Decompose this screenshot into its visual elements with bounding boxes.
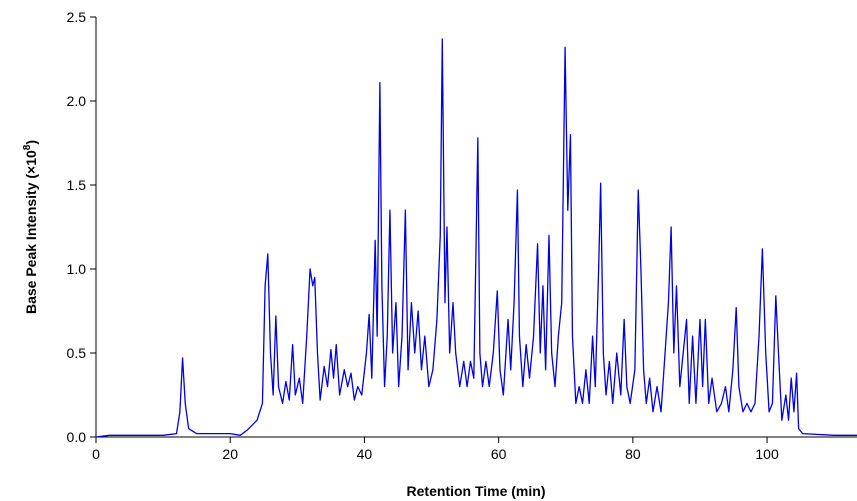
y-axis-label-text: Base Peak Intensity (×10 (23, 150, 39, 314)
y-axis-label-exponent: 8 (22, 144, 33, 150)
y-tick-label: 0.5 (67, 345, 87, 361)
x-tick-label: 60 (491, 446, 507, 462)
y-tick-label: 1.5 (67, 177, 87, 193)
y-tick-label: 2.0 (67, 93, 87, 109)
y-tick-label: 1.0 (67, 261, 87, 277)
y-tick-label: 2.5 (67, 9, 87, 25)
x-tick-label: 20 (222, 446, 238, 462)
y-tick-label: 0.0 (67, 429, 87, 445)
x-tick-label: 80 (625, 446, 641, 462)
data-line (95, 38, 857, 438)
y-axis-label-end: ) (23, 140, 39, 145)
x-tick-label: 40 (357, 446, 373, 462)
x-tick-label: 100 (755, 446, 779, 462)
y-axis-label: Base Peak Intensity (×108) (22, 140, 39, 314)
x-tick-label: 0 (92, 446, 100, 462)
x-axis-label: Retention Time (min) (407, 483, 546, 499)
